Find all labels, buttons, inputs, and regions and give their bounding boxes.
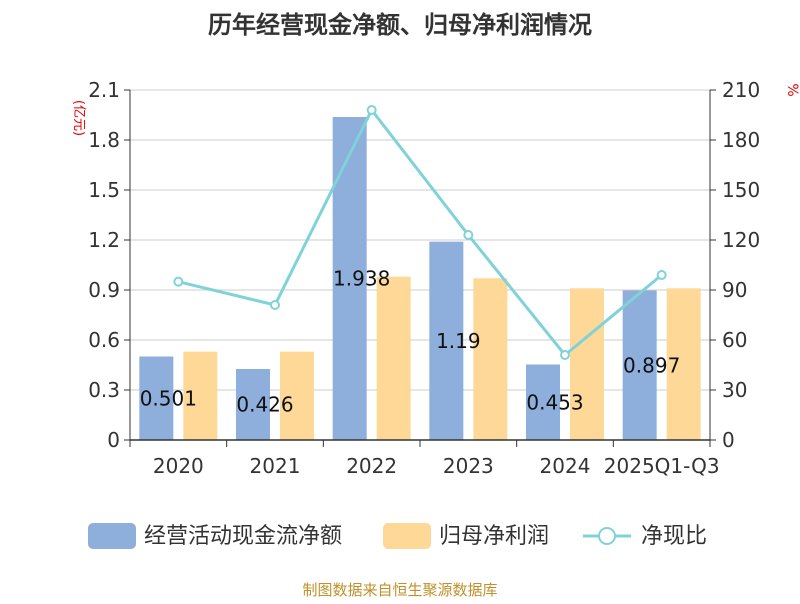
right-axis-tick-label: 150 [722, 178, 760, 202]
ratio-point [366, 105, 377, 115]
left-axis-tick-label: 1.8 [88, 128, 120, 152]
x-axis-tick-label: 2025Q1-Q3 [604, 454, 720, 478]
cashflow-bar [526, 364, 560, 440]
legend-marker-ratio [598, 527, 616, 545]
x-axis-tick-label: 2023 [443, 454, 494, 478]
gridlines [130, 89, 710, 391]
left-axis-tick-label: 0.9 [88, 278, 120, 302]
left-axis-tick-label: 0.6 [88, 328, 120, 352]
cashflow-data-label: 0.426 [236, 393, 293, 417]
axes-group: 0 0.3 0.6 0.9 1.2 1.5 1.8 2.1 0 30 60 90 120 150 180 21… [88, 78, 760, 478]
legend-label-cashflow: 经营活动现金流净额 [144, 524, 342, 549]
data-label-group: 0.501 0.426 1.938 1.19 0.453 0.897 [140, 267, 681, 417]
net-profit-bar [183, 351, 218, 440]
right-axis-tick-label: 180 [722, 128, 760, 152]
legend-swatch-net-profit [383, 523, 431, 549]
bar-group [139, 117, 701, 440]
right-axis-unit: % [784, 83, 800, 96]
right-axis-tick-label: 30 [722, 378, 747, 402]
net-profit-bar [666, 288, 701, 440]
left-axis-tick-label: 2.1 [88, 78, 120, 102]
cashflow-bar [139, 356, 174, 440]
cashflow-data-label: 0.897 [623, 353, 680, 377]
legend-label-net-profit: 归母净利润 [439, 524, 549, 549]
ratio-point [463, 230, 474, 240]
legend-swatch-cashflow [88, 523, 136, 549]
line-group [173, 105, 667, 360]
cashflow-bar [236, 369, 270, 440]
left-axis-tick-label: 0 [107, 428, 120, 452]
right-axis-tick-label: 210 [722, 78, 760, 102]
cashflow-data-label: 1.19 [436, 329, 481, 353]
left-axis-tick-label: 1.2 [88, 228, 120, 252]
x-axis-tick-label: 2021 [250, 454, 301, 478]
cashflow-bar [332, 117, 367, 440]
cashflow-bar [429, 241, 464, 440]
left-axis-unit: (亿元) [71, 100, 86, 136]
right-axis-tick-label: 0 [722, 428, 735, 452]
net-profit-bar [280, 351, 314, 440]
right-axis-tick-label: 60 [722, 328, 747, 352]
x-axis-tick-label: 2020 [153, 454, 204, 478]
net-profit-bar [570, 288, 604, 440]
cashflow-data-label: 0.501 [140, 386, 197, 410]
ratio-line [177, 107, 663, 358]
ratio-point [173, 276, 184, 287]
legend-label-ratio: 净现比 [641, 524, 707, 549]
net-profit-bar [376, 276, 411, 440]
cashflow-bar [622, 290, 657, 440]
chart-title: 历年经营现金净额、归母净利润情况 [208, 11, 592, 39]
cashflow-data-label: 1.938 [333, 267, 390, 291]
right-axis-tick-label: 90 [722, 278, 747, 302]
left-axis-tick-label: 0.3 [88, 378, 120, 402]
source-footer: 制图数据来自恒生聚源数据库 [302, 581, 497, 599]
ratio-point [560, 350, 570, 360]
x-axis-tick-label: 2022 [346, 454, 397, 478]
cashflow-data-label: 0.453 [526, 390, 583, 414]
right-axis-tick-label: 120 [722, 228, 760, 252]
left-axis-tick-label: 1.5 [88, 178, 120, 202]
legend: 经营活动现金流净额 归母净利润 净现比 [88, 523, 707, 549]
ratio-point [656, 270, 667, 280]
ratio-point [270, 300, 280, 310]
net-profit-bar [473, 278, 508, 440]
x-axis-tick-label: 2024 [540, 454, 591, 478]
